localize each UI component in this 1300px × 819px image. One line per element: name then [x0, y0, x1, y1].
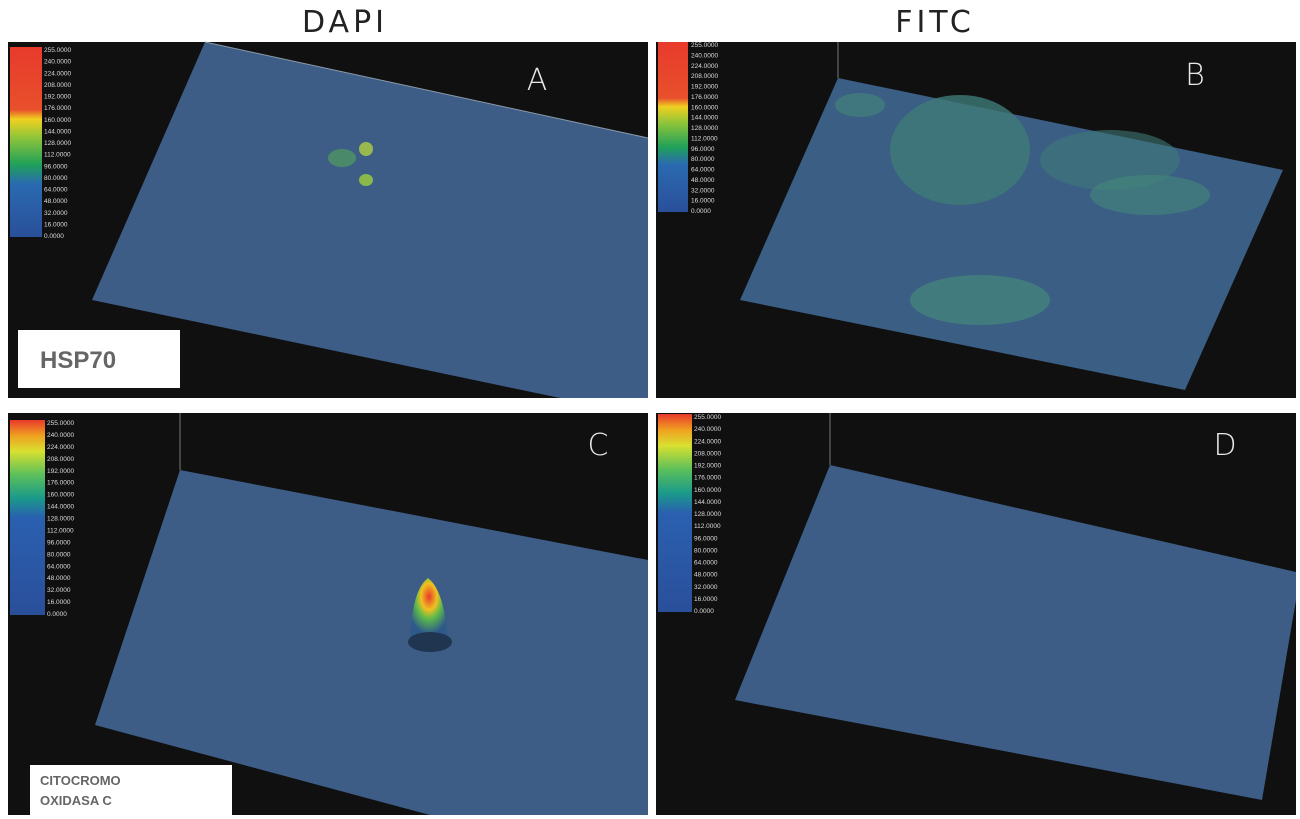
colorbar — [10, 420, 45, 615]
colorbar-label: 112.0000 — [44, 152, 71, 159]
colorbar-label: 112.0000 — [694, 523, 721, 530]
colorbar-label: 48.0000 — [694, 572, 718, 579]
colorbar-label: 160.0000 — [44, 117, 71, 124]
colorbar-label: 96.0000 — [44, 163, 68, 170]
colorbar — [10, 47, 42, 237]
colorbar-label: 80.0000 — [47, 551, 71, 558]
colorbar-label: 192.0000 — [47, 468, 74, 475]
colorbar-label: 224.0000 — [47, 444, 74, 451]
colorbar-label: 32.0000 — [44, 210, 68, 217]
colorbar-label: 112.0000 — [691, 135, 718, 142]
colorbar-label: 64.0000 — [47, 563, 71, 570]
blob — [359, 142, 373, 156]
colorbar-label: 80.0000 — [694, 547, 718, 554]
colorbar-label: 16.0000 — [47, 599, 71, 606]
colorbar-label: 208.0000 — [47, 456, 74, 463]
figure: DAPI FITC A HSP70 B C CITOCROMO OXIDASA … — [0, 0, 1300, 819]
colorbar-label: 0.0000 — [47, 611, 67, 618]
colorbar-label: 128.0000 — [694, 511, 721, 518]
column-header: DAPI — [302, 5, 388, 40]
colorbar-label: 48.0000 — [44, 198, 68, 205]
colorbar-label: 240.0000 — [44, 59, 71, 66]
colorbar-label: 96.0000 — [47, 539, 71, 546]
colorbar-label: 128.0000 — [47, 516, 74, 523]
panel-label: CITOCROMO — [40, 773, 121, 788]
colorbar-label: 128.0000 — [44, 140, 71, 147]
blob — [328, 149, 356, 167]
colorbar-label: 96.0000 — [694, 535, 718, 542]
colorbar-label: 240.0000 — [691, 52, 718, 59]
colorbar-label: 112.0000 — [47, 527, 74, 534]
colorbar-label: 64.0000 — [691, 167, 715, 174]
colorbar-label: 0.0000 — [44, 233, 64, 240]
colorbar — [658, 414, 692, 612]
colorbar-label: 64.0000 — [694, 560, 718, 567]
colorbar-label: 160.0000 — [47, 492, 74, 499]
colorbar-label: 240.0000 — [694, 426, 721, 433]
colorbar-label: 192.0000 — [691, 84, 718, 91]
colorbar-label: 48.0000 — [691, 177, 715, 184]
colorbar-label: 208.0000 — [694, 450, 721, 457]
colorbar — [658, 42, 688, 212]
colorbar-label: 192.0000 — [694, 463, 721, 470]
colorbar-label: 160.0000 — [691, 104, 718, 111]
colorbar-label: 0.0000 — [694, 608, 714, 615]
colorbar-label: 255.0000 — [691, 42, 718, 49]
panel-label: OXIDASA C — [40, 793, 112, 808]
colorbar-label: 80.0000 — [44, 175, 68, 182]
panel-letter: B — [1185, 58, 1205, 93]
colorbar-label: 64.0000 — [44, 187, 68, 194]
blob — [890, 95, 1030, 205]
colorbar-label: 32.0000 — [694, 584, 718, 591]
colorbar-label: 128.0000 — [691, 125, 718, 132]
colorbar-label: 255.0000 — [44, 47, 71, 54]
panel-letter: C — [588, 428, 609, 463]
blob — [1090, 175, 1210, 215]
colorbar-label: 48.0000 — [47, 575, 71, 582]
colorbar-label: 255.0000 — [694, 414, 721, 421]
colorbar-label: 32.0000 — [691, 187, 715, 194]
colorbar-label: 224.0000 — [44, 70, 71, 77]
blob — [835, 93, 885, 117]
colorbar-label: 176.0000 — [44, 105, 71, 112]
colorbar-label: 144.0000 — [691, 115, 718, 122]
panel-label: HSP70 — [40, 347, 116, 374]
colorbar-label: 32.0000 — [47, 587, 71, 594]
panel-letter: D — [1213, 428, 1236, 463]
colorbar-label: 144.0000 — [44, 128, 71, 135]
colorbar-label: 16.0000 — [694, 596, 718, 603]
colorbar-label: 208.0000 — [691, 73, 718, 80]
blob — [359, 174, 373, 186]
colorbar-label: 192.0000 — [44, 94, 71, 101]
colorbar-label: 16.0000 — [691, 198, 715, 205]
colorbar-label: 240.0000 — [47, 432, 74, 439]
colorbar-label: 160.0000 — [694, 487, 721, 494]
colorbar-label: 176.0000 — [47, 480, 74, 487]
colorbar-label: 176.0000 — [694, 475, 721, 482]
blob — [910, 275, 1050, 325]
colorbar-label: 224.0000 — [691, 63, 718, 70]
colorbar-label: 208.0000 — [44, 82, 71, 89]
column-header: FITC — [895, 5, 975, 40]
colorbar-label: 255.0000 — [47, 420, 74, 427]
colorbar-label: 16.0000 — [44, 221, 68, 228]
colorbar-label: 96.0000 — [691, 146, 715, 153]
colorbar-label: 176.0000 — [691, 94, 718, 101]
colorbar-label: 224.0000 — [694, 438, 721, 445]
peak-shadow — [408, 632, 452, 652]
colorbar-label: 144.0000 — [47, 504, 74, 511]
panel-letter: A — [527, 63, 548, 98]
colorbar-label: 80.0000 — [691, 156, 715, 163]
colorbar-label: 0.0000 — [691, 208, 711, 215]
colorbar-label: 144.0000 — [694, 499, 721, 506]
